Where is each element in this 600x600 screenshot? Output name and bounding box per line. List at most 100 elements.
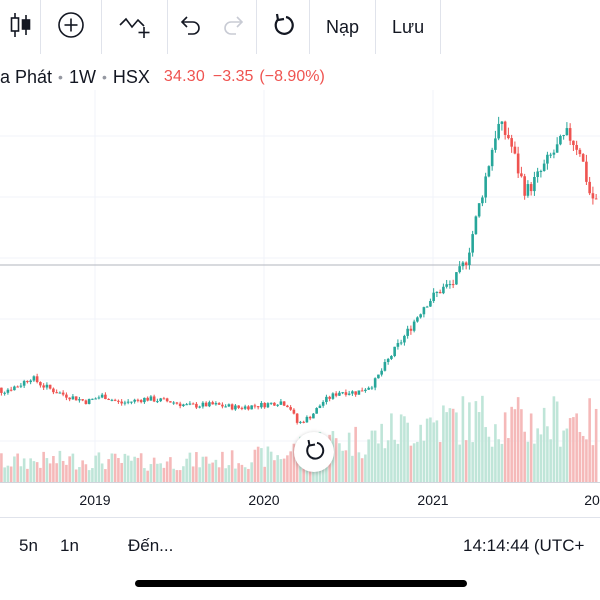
volume-bar [292,443,296,482]
candle-body [65,394,68,398]
symbol-legend[interactable]: a Phát • 1W • HSX 34.30 −3.35 (−8.90%) [0,66,325,88]
candle-body [552,152,556,155]
candle-body [383,362,387,371]
compare-symbol-button[interactable] [102,0,167,54]
candle-body [253,405,257,407]
volume-bar [247,468,250,482]
volume-bar [412,443,416,482]
volume-bar [156,463,159,482]
volume-bar [338,443,341,482]
candle-body [536,171,539,178]
volume-bar [0,453,3,482]
candle-body [351,391,354,394]
candle-body [84,400,88,404]
volume-bar [523,431,526,482]
reset-chart-button[interactable] [294,432,334,472]
volume-bar [383,448,387,482]
volume-bar [286,455,289,482]
candle-body [500,121,504,124]
candle-body [94,398,97,400]
volume-bar [19,466,23,482]
candle-body [185,404,188,406]
volume-bar [227,465,231,482]
candle-body [422,307,426,315]
candle-body [208,402,211,407]
candle-body [312,413,315,419]
volume-bar [45,458,49,482]
candle-body [58,392,62,394]
timezone-clock[interactable]: 14:14:44 (UTC+ [463,536,585,555]
range-5-years-button[interactable]: 5n [19,536,38,555]
volume-bar [507,438,510,482]
candle-body [542,163,546,171]
volume-bar [295,456,299,482]
volume-bar [35,462,39,482]
save-button[interactable]: Lưu [392,16,425,37]
volume-bar [97,452,101,482]
redo-button[interactable] [212,0,256,54]
volume-bar [477,412,481,482]
volume-bar [568,418,572,482]
candle-body [123,402,127,404]
candle-body [91,398,94,400]
chart-style-button[interactable] [0,0,40,54]
volume-bar [224,468,227,482]
volume-bar [474,401,478,482]
price-chart[interactable] [0,90,600,482]
volume-bar [230,450,234,482]
undo-button[interactable] [168,0,212,54]
candle-body [455,272,458,285]
candle-body [406,328,409,336]
volume-bar [455,412,458,482]
candle-body [19,385,23,387]
volume-bar [419,424,422,482]
volume-bar [26,468,29,482]
volume-bar [562,430,565,482]
candle-body [575,145,578,150]
candle-body [588,181,591,194]
candle-body [263,402,266,408]
volume-bar [71,453,75,482]
candle-body [269,402,273,404]
candle-body [120,401,123,404]
candle-body [494,138,497,150]
go-to-date-button[interactable]: Đến... [128,536,174,555]
volume-bar [279,459,283,482]
candle-body [152,396,156,402]
volume-bar [211,462,214,482]
candle-body [276,404,279,406]
candle-body [172,402,175,404]
volume-bar [107,459,110,482]
volume-bar [513,409,517,482]
volume-bar [445,412,448,482]
volume-bar [61,460,65,482]
undo-icon [178,14,202,41]
volume-bar [94,455,97,482]
volume-bar [182,466,185,482]
candle-body [113,399,117,401]
legend-separator: • [101,69,107,85]
reload-button[interactable]: Nạp [326,16,360,37]
candle-body [458,266,461,273]
candle-body [175,402,179,404]
volume-bar [409,445,413,482]
toolbar-divider [167,0,168,54]
volume-bar [555,401,559,482]
volume-bar [217,467,221,482]
refresh-button[interactable] [257,0,309,54]
candle-body [195,403,198,408]
toolbar-divider [40,0,41,54]
candle-body [201,402,205,407]
candle-body [243,406,247,409]
candle-body [198,406,201,408]
candle-body [581,154,585,162]
time-axis[interactable]: 2019 2020 2021 20 [0,482,600,518]
volume-bar [380,423,383,482]
volume-bar [143,468,146,482]
volume-bar [136,457,140,482]
candle-body [35,376,39,383]
range-1-year-button[interactable]: 1n [60,536,79,555]
candle-body [565,128,569,136]
volume-bar [237,463,240,482]
add-indicator-button[interactable] [41,0,101,54]
